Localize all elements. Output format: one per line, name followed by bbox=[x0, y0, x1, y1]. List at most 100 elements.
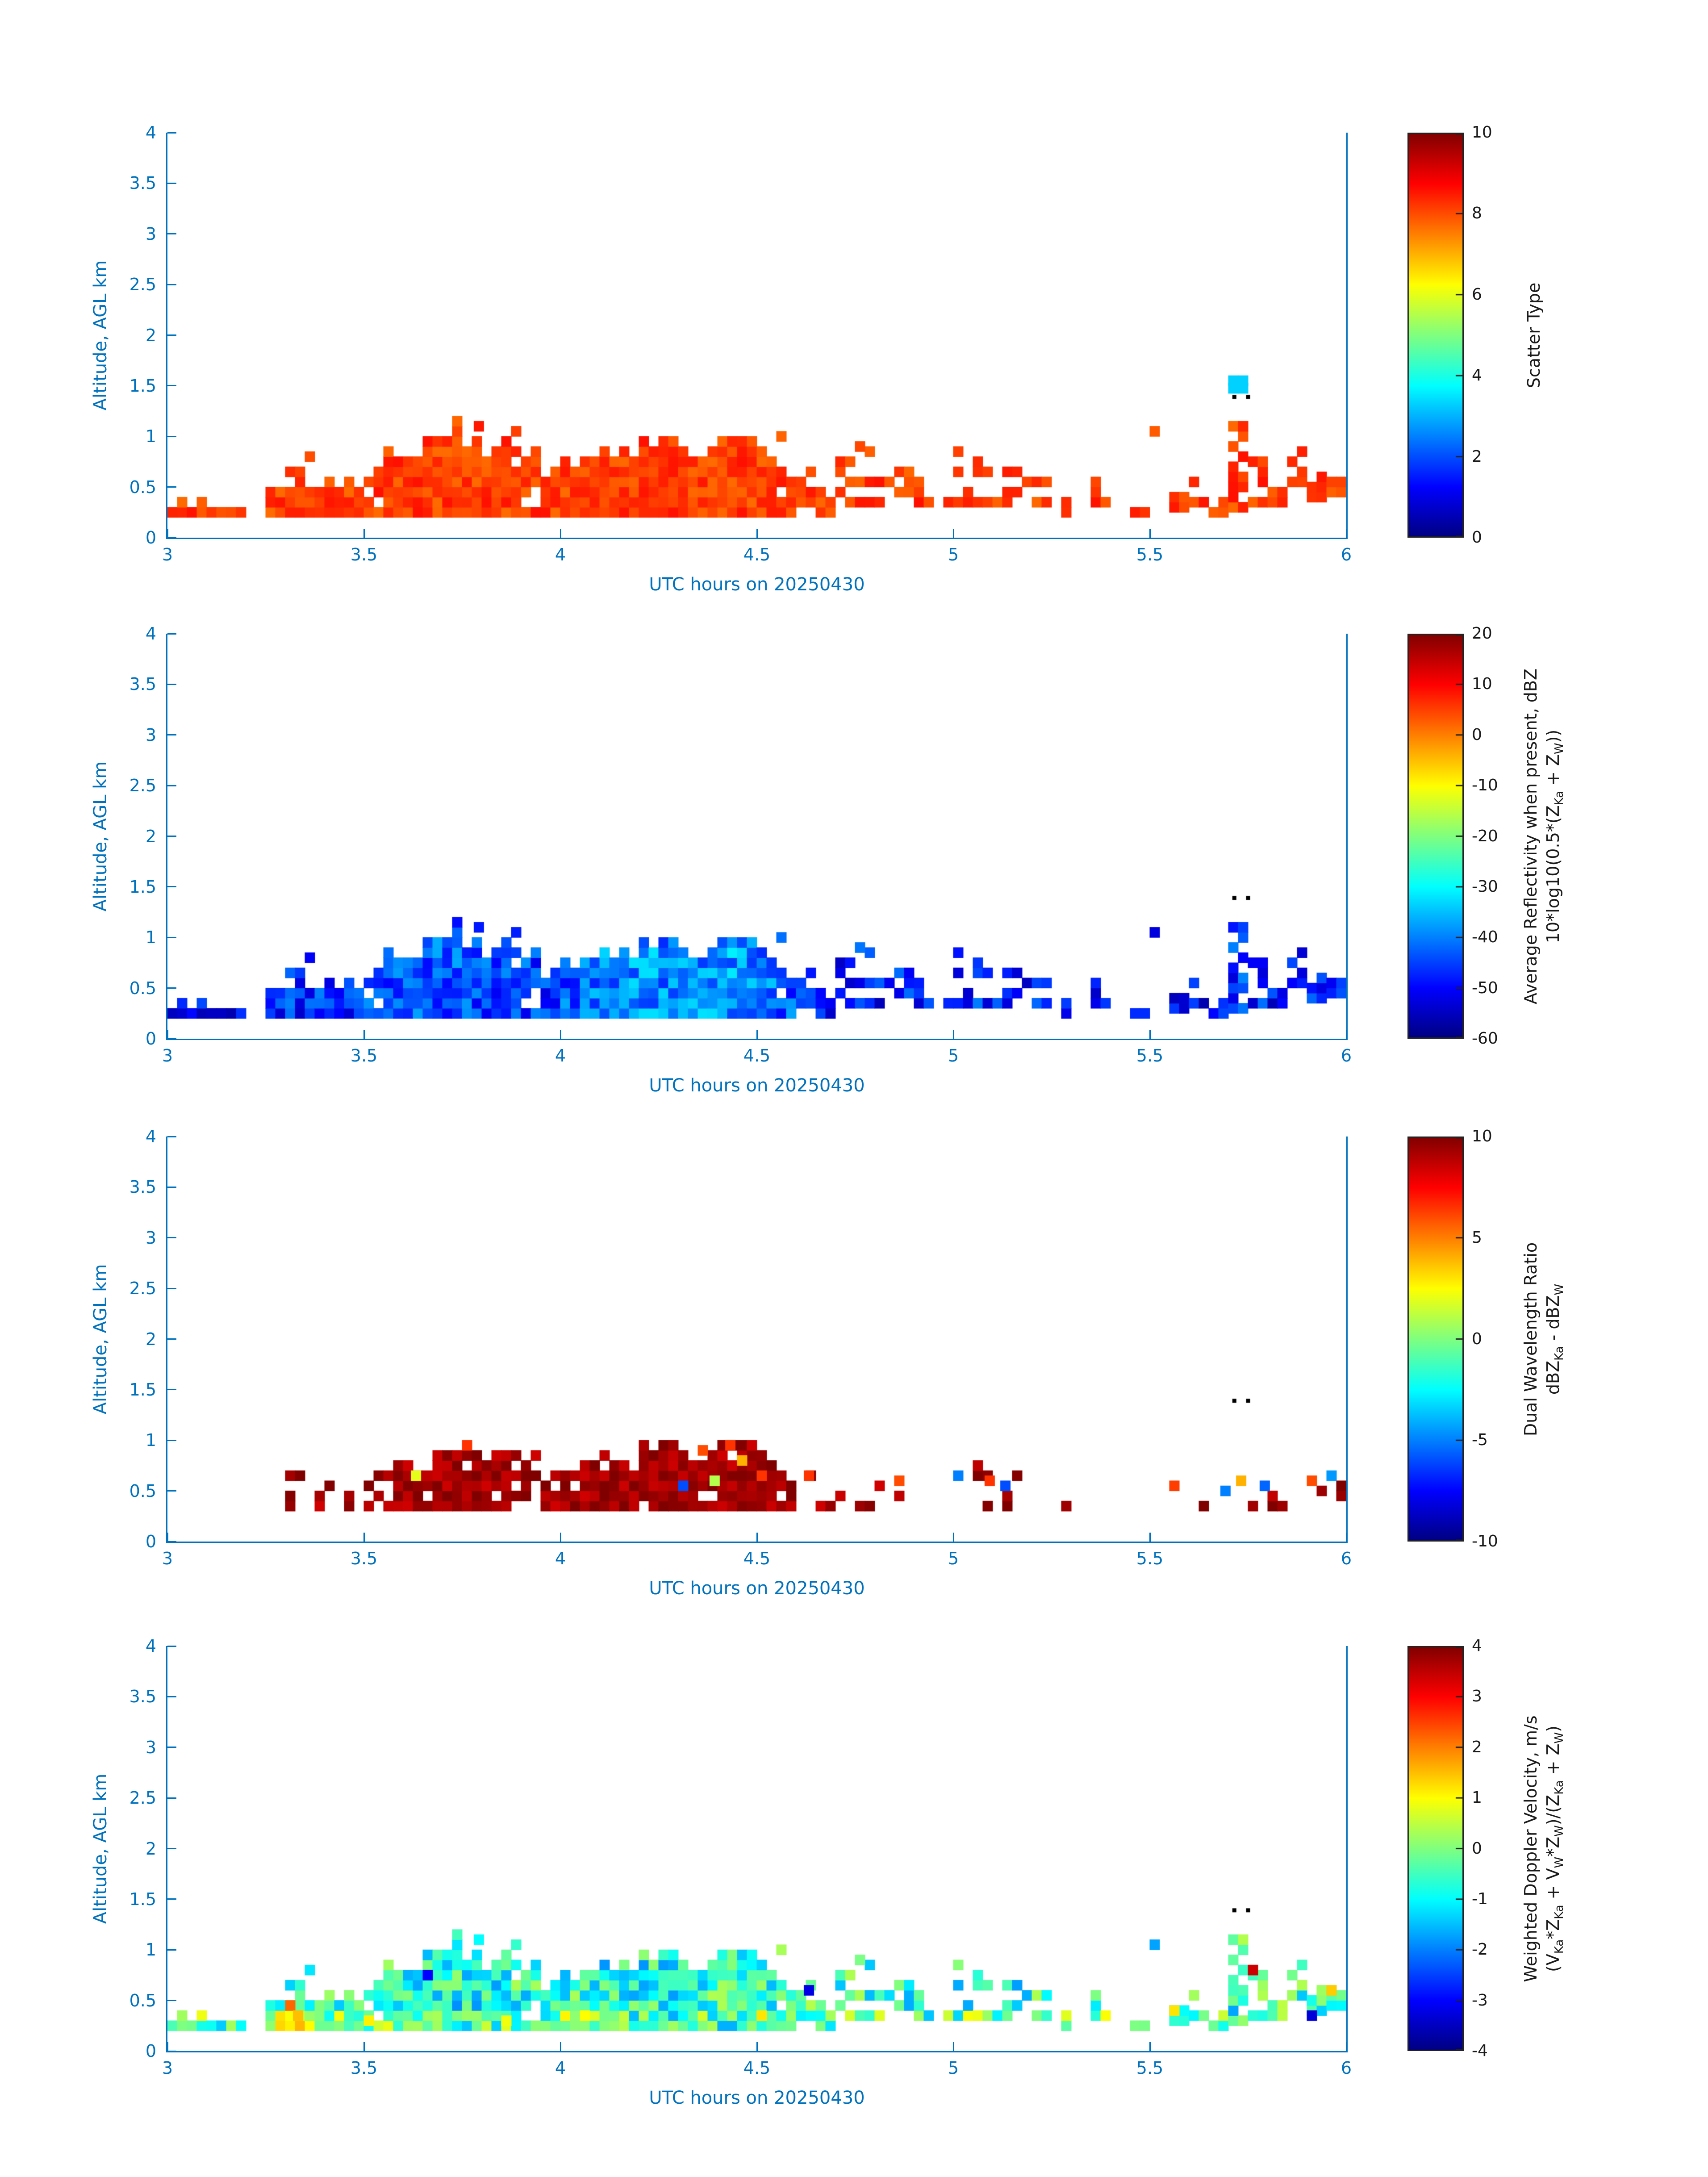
y-tick-label: 4 bbox=[145, 123, 156, 142]
y-tick-label: 4 bbox=[145, 624, 156, 643]
colorbar-tick-label: -3 bbox=[1472, 1991, 1488, 2010]
y-axis bbox=[166, 634, 167, 1040]
right-spine bbox=[1346, 1137, 1348, 1543]
colorbar-tick-label: 4 bbox=[1472, 366, 1482, 385]
colorbar-canvas bbox=[1407, 634, 1464, 1039]
colorbar-tick-label: -50 bbox=[1472, 978, 1498, 997]
y-tick-mark bbox=[167, 1038, 176, 1040]
x-tick-label: 4 bbox=[555, 2058, 566, 2078]
y-tick-mark bbox=[167, 1797, 176, 1799]
colorbar-canvas bbox=[1407, 1137, 1464, 1542]
colorbar-tick-label: -30 bbox=[1472, 877, 1498, 896]
colorbar-tick-label: -20 bbox=[1472, 827, 1498, 845]
x-tick-label: 4.5 bbox=[743, 1549, 771, 1568]
y-tick-label: 2.5 bbox=[129, 1788, 156, 1808]
x-tick-mark bbox=[1149, 1533, 1151, 1542]
y-tick-label: 2 bbox=[145, 1839, 156, 1859]
colorbar-tick-label: 2 bbox=[1472, 1738, 1482, 1756]
y-axis bbox=[166, 1646, 167, 2052]
x-tick-label: 3 bbox=[162, 1549, 173, 1568]
colorbar-tick-label: 5 bbox=[1472, 1228, 1482, 1247]
y-tick-mark bbox=[167, 1186, 176, 1188]
colorbar-tick-label: -60 bbox=[1472, 1029, 1498, 1048]
colorbar-tick-label: 10 bbox=[1472, 123, 1492, 142]
x-tick-label: 5.5 bbox=[1136, 2058, 1164, 2078]
y-tick-label: 0 bbox=[145, 1029, 156, 1049]
x-axis bbox=[166, 1542, 1348, 1543]
x-tick-mark bbox=[756, 2042, 758, 2051]
x-tick-label: 3 bbox=[162, 2058, 173, 2078]
y-tick-label: 0 bbox=[145, 2041, 156, 2061]
y-tick-label: 3.5 bbox=[129, 674, 156, 694]
colorbar-tick-label: 0 bbox=[1472, 1329, 1482, 1348]
x-tick-mark bbox=[952, 529, 954, 538]
y-tick-label: 1 bbox=[145, 1940, 156, 1960]
x-tick-label: 6 bbox=[1341, 1046, 1352, 1066]
y-tick-mark bbox=[167, 1136, 176, 1137]
y-tick-mark bbox=[167, 1949, 176, 1951]
x-tick-label: 3 bbox=[162, 545, 173, 564]
heatmap-canvas bbox=[167, 634, 1346, 1039]
y-tick-mark bbox=[167, 385, 176, 387]
y-tick-mark bbox=[167, 486, 176, 488]
y-tick-mark bbox=[167, 633, 176, 635]
x-axis-label: UTC hours on 20250430 bbox=[649, 1578, 865, 1599]
y-tick-mark bbox=[167, 987, 176, 989]
x-axis-label: UTC hours on 20250430 bbox=[649, 574, 865, 595]
right-spine bbox=[1346, 133, 1348, 539]
y-tick-mark bbox=[167, 334, 176, 336]
y-tick-mark bbox=[167, 2000, 176, 2002]
x-tick-mark bbox=[1149, 2042, 1151, 2051]
x-tick-label: 5 bbox=[948, 2058, 959, 2078]
colorbar-tick-label: 0 bbox=[1472, 1839, 1482, 1858]
y-tick-label: 1 bbox=[145, 1430, 156, 1450]
colorbar-tick-label: 4 bbox=[1472, 1637, 1482, 1655]
x-tick-mark bbox=[756, 1533, 758, 1542]
y-axis bbox=[166, 1137, 167, 1543]
x-tick-mark bbox=[1345, 1533, 1347, 1542]
x-tick-mark bbox=[560, 1533, 561, 1542]
heatmap-canvas bbox=[167, 1137, 1346, 1542]
x-axis bbox=[166, 1039, 1348, 1040]
y-tick-mark bbox=[167, 1237, 176, 1239]
x-tick-label: 4 bbox=[555, 545, 566, 564]
x-tick-label: 5 bbox=[948, 545, 959, 564]
colorbar-tick-label: 1 bbox=[1472, 1788, 1482, 1807]
y-tick-mark bbox=[167, 233, 176, 235]
colorbar-tick-label: -4 bbox=[1472, 2042, 1488, 2060]
x-tick-mark bbox=[1345, 2042, 1347, 2051]
y-tick-mark bbox=[167, 1338, 176, 1340]
y-tick-label: 3 bbox=[145, 224, 156, 244]
y-tick-label: 0.5 bbox=[129, 1481, 156, 1501]
heatmap-canvas bbox=[167, 133, 1346, 538]
y-tick-label: 0 bbox=[145, 1532, 156, 1551]
right-spine bbox=[1346, 1646, 1348, 2052]
y-tick-label: 3 bbox=[145, 725, 156, 745]
x-tick-label: 6 bbox=[1341, 2058, 1352, 2078]
y-tick-mark bbox=[167, 734, 176, 736]
y-tick-label: 2.5 bbox=[129, 1279, 156, 1299]
x-tick-label: 5.5 bbox=[1136, 545, 1164, 564]
y-tick-mark bbox=[167, 683, 176, 685]
y-tick-label: 1.5 bbox=[129, 1889, 156, 1909]
x-tick-label: 4.5 bbox=[743, 545, 771, 564]
colorbar-tick-label: -1 bbox=[1472, 1889, 1488, 1908]
y-tick-mark bbox=[167, 132, 176, 134]
colorbar-tick-label: 10 bbox=[1472, 1127, 1492, 1145]
y-tick-label: 2 bbox=[145, 325, 156, 345]
y-tick-mark bbox=[167, 1848, 176, 1849]
x-tick-mark bbox=[952, 1533, 954, 1542]
x-tick-mark bbox=[1345, 1030, 1347, 1039]
x-tick-mark bbox=[756, 1030, 758, 1039]
x-tick-mark bbox=[560, 1030, 561, 1039]
x-tick-label: 5.5 bbox=[1136, 1549, 1164, 1568]
colorbar-tick-label: 0 bbox=[1472, 725, 1482, 744]
y-tick-mark bbox=[167, 1439, 176, 1441]
y-tick-mark bbox=[167, 182, 176, 184]
x-tick-label: 4 bbox=[555, 1046, 566, 1066]
